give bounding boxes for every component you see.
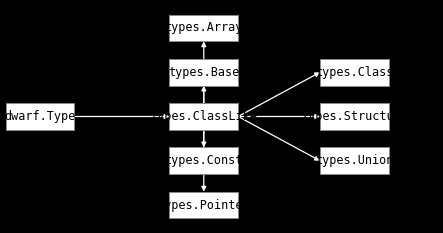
Text: types.Class: types.Class (315, 66, 393, 79)
FancyBboxPatch shape (169, 192, 238, 219)
Text: dwarf.Type: dwarf.Type (4, 110, 75, 123)
FancyBboxPatch shape (169, 59, 238, 86)
FancyBboxPatch shape (169, 103, 238, 130)
FancyBboxPatch shape (320, 103, 389, 130)
Text: types.Array: types.Array (165, 21, 243, 34)
FancyBboxPatch shape (169, 14, 238, 41)
FancyBboxPatch shape (5, 103, 74, 130)
FancyBboxPatch shape (169, 147, 238, 174)
Text: types.Const: types.Const (165, 154, 243, 167)
Text: types.ClassLike: types.ClassLike (150, 110, 257, 123)
Text: types.Pointer: types.Pointer (157, 199, 250, 212)
FancyBboxPatch shape (320, 59, 389, 86)
Text: types.Structure: types.Structure (301, 110, 408, 123)
Text: types.Base: types.Base (168, 66, 239, 79)
Text: types.Union: types.Union (315, 154, 393, 167)
FancyBboxPatch shape (320, 147, 389, 174)
